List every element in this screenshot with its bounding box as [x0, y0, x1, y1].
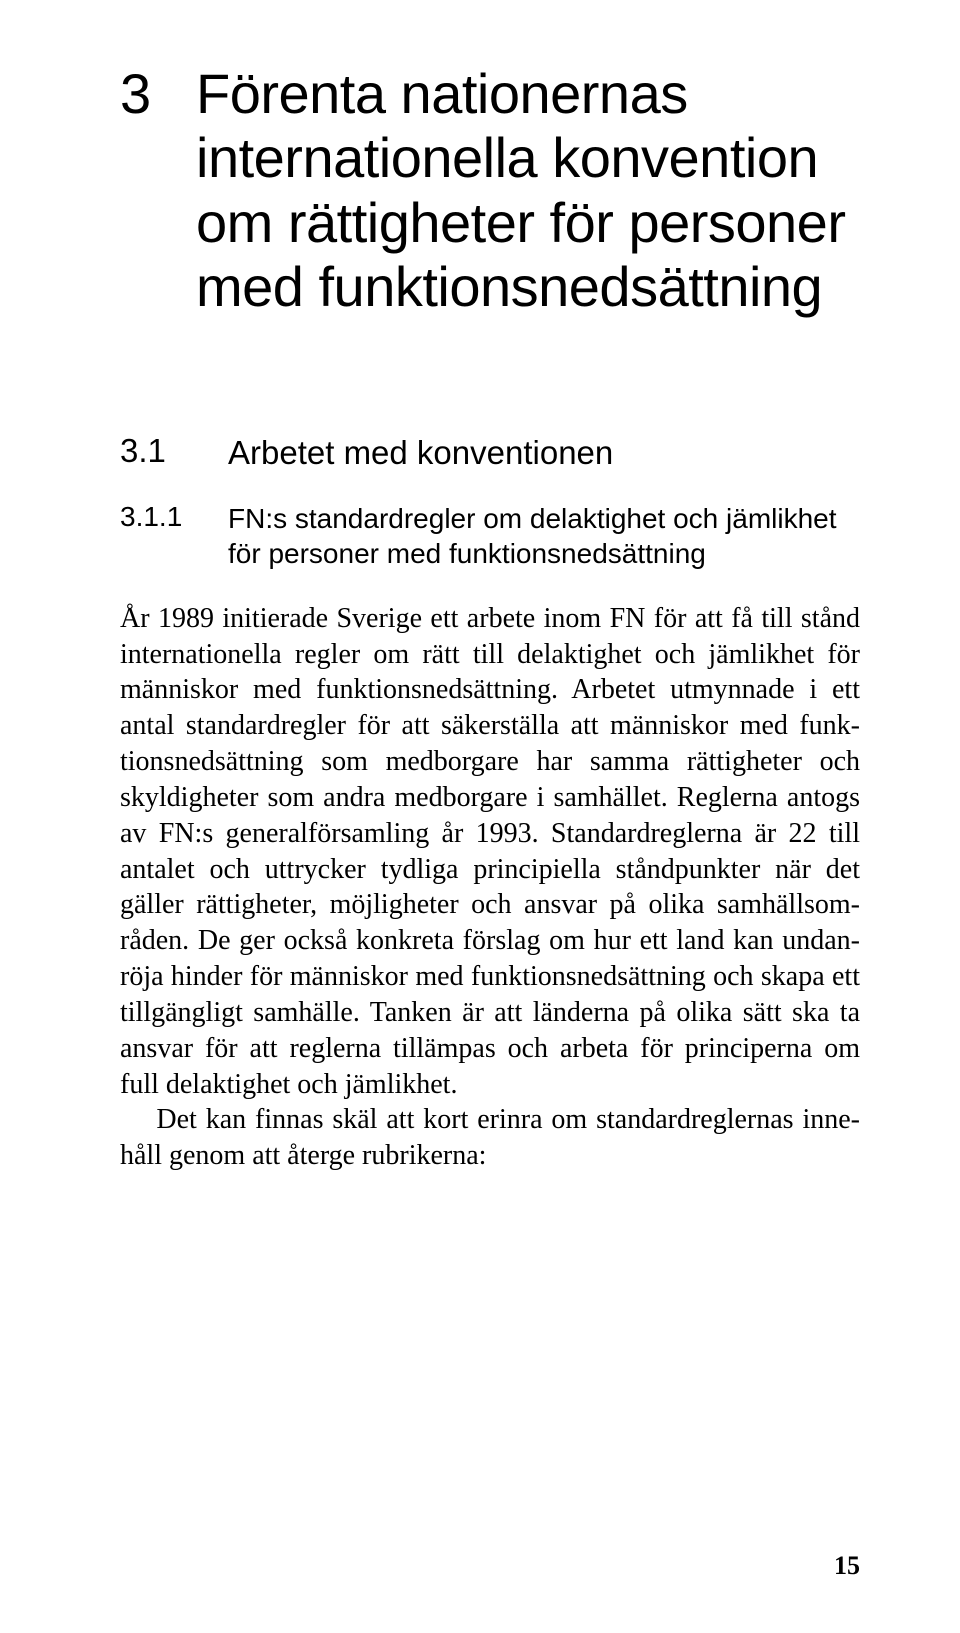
- section-number: 3.1: [120, 432, 228, 470]
- chapter-heading: 3 Förenta nationernas internationella ko…: [120, 62, 860, 320]
- paragraph: Det kan finnas skäl att kort erinra om s…: [120, 1102, 860, 1174]
- section-heading: 3.1 Arbetet med konventionen: [120, 432, 860, 473]
- subsection-title: FN:s standardregler om delaktighet och j…: [228, 501, 848, 571]
- chapter-title: Förenta nationernas internationella konv…: [196, 62, 856, 320]
- paragraph: År 1989 initierade Sverige ett arbete in…: [120, 601, 860, 1103]
- chapter-number: 3: [120, 62, 192, 126]
- document-page: 3 Förenta nationernas internationella ko…: [0, 0, 960, 1633]
- body-text: År 1989 initierade Sverige ett arbete in…: [120, 601, 860, 1174]
- subsection-number: 3.1.1: [120, 501, 228, 533]
- section-title: Arbetet med konventionen: [228, 432, 613, 473]
- page-number: 15: [834, 1551, 860, 1581]
- subsection-heading: 3.1.1 FN:s standardregler om delaktighet…: [120, 501, 860, 571]
